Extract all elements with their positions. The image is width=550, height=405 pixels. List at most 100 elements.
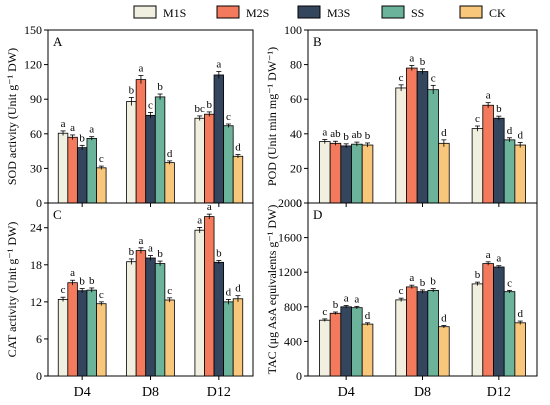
- y-axis-label: TAC (μg AsA equivalents g⁻¹ DW): [265, 205, 279, 375]
- bar-ck-d4: [361, 323, 374, 377]
- legend-swatch-m3s: [297, 5, 321, 19]
- y-tick-label: 40: [290, 127, 302, 141]
- bar-m3s-d4: [340, 306, 352, 377]
- bar-ck-d4: [96, 167, 107, 204]
- significance-letter: c: [99, 289, 104, 301]
- significance-letter: a: [70, 122, 75, 134]
- bar-m3s-d4: [340, 145, 352, 204]
- bar-m1s-d4: [57, 298, 69, 377]
- bar-ss-d4: [86, 289, 97, 377]
- significance-letter: b: [496, 103, 502, 115]
- significance-letter: b: [333, 299, 339, 311]
- significance-letter: b: [129, 246, 135, 258]
- significance-letter: a: [89, 124, 94, 136]
- bar-m2s-d8: [406, 67, 418, 204]
- significance-letter: b: [129, 84, 135, 96]
- y-tick-label: 90: [30, 92, 42, 106]
- significance-letter: b: [420, 56, 426, 68]
- legend-swatch-ss: [381, 5, 405, 19]
- bar-m2s-d4: [67, 282, 78, 377]
- bar-m3s-d12: [213, 74, 225, 204]
- y-axis-label: POD (Unit min mg⁻¹ DW⁻¹): [265, 47, 279, 186]
- bar-m2s-d12: [204, 216, 215, 377]
- significance-letter: a: [486, 249, 491, 261]
- y-tick-label: 0: [36, 196, 42, 210]
- bar-m3s-d8: [145, 114, 156, 204]
- legend-label-ck: CK: [489, 6, 506, 20]
- y-tick-label: 150: [24, 23, 42, 37]
- significance-letter: a: [207, 201, 212, 213]
- bar-ss-d12: [503, 139, 516, 204]
- x-tick-label: D4: [74, 385, 91, 400]
- significance-letter: ab: [352, 129, 363, 141]
- y-tick-label: 30: [30, 161, 42, 175]
- significance-letter: d: [365, 310, 371, 322]
- bar-ck-d4: [96, 303, 107, 377]
- significance-letter: b: [157, 81, 163, 93]
- significance-letter: b: [89, 275, 95, 287]
- bar-ss-d8: [154, 96, 166, 204]
- significance-letter: a: [197, 214, 202, 226]
- bar-ss-d4: [351, 307, 363, 377]
- legend: M1S M2S M3S SS CK: [133, 5, 506, 20]
- bar-m2s-d12: [482, 104, 494, 204]
- significance-letter: a: [138, 235, 143, 247]
- y-tick-label: 1200: [278, 265, 302, 279]
- y-tick-label: 2000: [278, 196, 302, 210]
- significance-letter: a: [496, 253, 501, 265]
- bar-m2s-d4: [329, 142, 342, 204]
- bar-m2s-d8: [135, 79, 147, 204]
- significance-letter: d: [235, 142, 241, 154]
- bar-m1s-d8: [126, 261, 137, 377]
- y-tick-label: 6: [36, 332, 42, 346]
- y-tick-label: 0: [36, 369, 42, 383]
- bar-m1s-d12: [194, 229, 205, 377]
- significance-letter: b: [430, 276, 436, 288]
- significance-letter: a: [70, 267, 75, 279]
- significance-letter: c: [226, 111, 231, 123]
- significance-letter: d: [226, 286, 232, 298]
- bar-m3s-d4: [76, 147, 88, 204]
- y-tick-label: 100: [284, 23, 302, 37]
- significance-letter: a: [138, 63, 143, 75]
- bar-m1s-d12: [194, 117, 205, 204]
- significance-letter: b: [420, 277, 426, 289]
- y-tick-label: 20: [290, 161, 302, 175]
- significance-letter: b: [157, 248, 163, 260]
- significance-letter: d: [517, 129, 523, 141]
- significance-letter: ab: [330, 128, 341, 140]
- significance-letter: a: [486, 90, 491, 102]
- significance-letter: b: [343, 131, 349, 143]
- bar-m3s-d12: [493, 266, 505, 377]
- bar-m1s-d4: [319, 141, 331, 204]
- bar-ss-d4: [86, 138, 97, 204]
- y-tick-label: 120: [24, 58, 42, 72]
- y-tick-label: 24: [30, 221, 42, 235]
- bar-ss-d12: [223, 125, 234, 204]
- bar-ck-d12: [514, 144, 526, 204]
- bar-ck-d8: [438, 326, 450, 377]
- significance-letter: a: [344, 293, 349, 305]
- bar-m1s-d12: [471, 128, 484, 204]
- significance-letter: b: [475, 269, 481, 281]
- bar-m1s-d12: [471, 283, 484, 377]
- bar-ck-d12: [232, 155, 244, 204]
- y-tick-label: 400: [284, 334, 302, 348]
- significance-letter: d: [235, 283, 241, 295]
- legend-label-m2s: M2S: [246, 6, 269, 20]
- significance-letter: a: [409, 52, 414, 64]
- significance-letter: a: [354, 293, 359, 305]
- bar-m1s-d4: [57, 132, 69, 204]
- bar-ck-d8: [438, 142, 450, 204]
- legend-swatch-m1s: [133, 5, 157, 19]
- legend-swatch-ck: [459, 5, 483, 19]
- legend-label-m3s: M3S: [327, 6, 350, 20]
- significance-letter: a: [216, 59, 221, 71]
- y-tick-label: 12: [30, 295, 42, 309]
- significance-letter: c: [507, 277, 512, 289]
- significance-letter: c: [431, 72, 436, 84]
- bar-m3s-d8: [416, 291, 429, 377]
- bar-m2s-d12: [482, 263, 494, 377]
